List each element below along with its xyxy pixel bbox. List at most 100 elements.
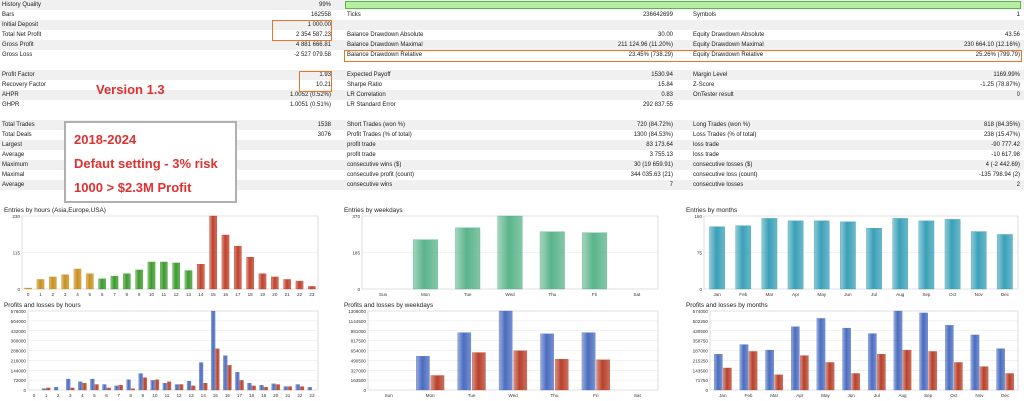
bar (295, 280, 304, 290)
y-tick-label: 981000 (351, 329, 367, 334)
right-metric-value: 43.56 (1004, 32, 1020, 38)
x-tick-label: 11 (161, 292, 166, 297)
bar (412, 239, 438, 290)
left-metric-label: History Quality (2, 2, 42, 8)
x-tick-label: 14 (201, 393, 207, 398)
x-tick-label: 19 (261, 393, 267, 398)
x-tick-label: 7 (117, 393, 120, 398)
bar (892, 218, 909, 290)
report-row: Total Deals 3076 Profit Trades (% of total… (0, 130, 1024, 140)
mid-metric-value: 1300 (84.53%) (633, 132, 673, 138)
bar (997, 234, 1013, 290)
bar (110, 276, 119, 290)
x-tick-label: 22 (297, 292, 303, 297)
profit-bar (868, 333, 877, 391)
loss-bar (513, 350, 528, 391)
y-tick-label: 817500 (351, 339, 367, 344)
left-metric-value: 99% (318, 2, 331, 8)
report-row (0, 110, 1024, 120)
profit-bar (581, 332, 596, 391)
report-row: Average profit trade 3 755.13 loss trade -10… (0, 150, 1024, 160)
y-tick-label: 0 (705, 388, 708, 393)
chart-title: Entries by hours (Asia,Europe,USA) (4, 207, 106, 214)
bar (86, 273, 94, 290)
x-tick-label: Nov (975, 393, 984, 398)
y-tick-label: 327000 (351, 368, 367, 373)
profit-bar (186, 380, 192, 391)
mid-metric-value: 0.83 (661, 92, 673, 98)
y-tick-label: 430500 (693, 329, 709, 334)
x-tick-label: 3 (69, 393, 72, 398)
right-metric-value: 25.26% (799.79) (975, 52, 1020, 58)
x-tick-label: Aug (896, 292, 905, 297)
loss-bar (472, 352, 486, 391)
left-metric-value: 1538 (317, 122, 331, 128)
x-tick-label: Dec (1001, 393, 1010, 398)
bar (944, 219, 961, 290)
profit-bar (765, 349, 774, 391)
x-tick-label: 1 (39, 292, 42, 297)
profit-bar (714, 354, 723, 391)
profit-bar (498, 310, 513, 391)
mid-metric-value: 30.00 (657, 32, 673, 38)
bar (24, 287, 32, 290)
profit-bar (259, 385, 264, 391)
y-tick-label: 432000 (11, 329, 27, 334)
profit-bar (66, 378, 71, 391)
bar (234, 245, 242, 290)
loss-bar (94, 384, 99, 391)
x-tick-label: 23 (309, 292, 315, 297)
chart-entries-hours: 230 115 0 0 1 2 3 4 5 6 7 8 9 10 11 12 13 14 15 16 17 18 19 20 2… (2, 207, 322, 299)
mid-metric-label: Profit Trades (% of total) (347, 132, 412, 138)
loss-bar (191, 385, 196, 391)
x-tick-label: 17 (235, 292, 241, 297)
x-tick-label: Thu (550, 393, 558, 398)
profit-bar (114, 385, 119, 391)
chart-svg: 5760005040004320003600002880002160001440… (11, 309, 319, 398)
left-metric-value: -2 527 079.58 (293, 52, 331, 58)
x-tick-label: Dec (1001, 292, 1010, 297)
right-metric-value: -10 617.98 (991, 152, 1020, 158)
x-tick-label: Nov (975, 292, 984, 297)
right-metric-value: 238 (15.47%) (983, 132, 1020, 138)
mid-metric-label: consecutive profit (count) (347, 172, 415, 178)
right-metric-label: Equity Drawdown Absolute (693, 32, 765, 38)
report-row: Gross Loss -2 527 079.58 Balance Drawdown … (0, 50, 1024, 60)
y-tick-label: 287000 (693, 349, 709, 354)
x-tick-label: 4 (76, 292, 79, 297)
bar (787, 220, 804, 290)
promo-line-profit: 1000 > $2.3M Profit (74, 180, 192, 195)
right-metric-value: 2 (1016, 182, 1020, 188)
x-tick-label: 16 (223, 292, 229, 297)
loss-bar (825, 362, 835, 391)
y-tick-label: 1308000 (348, 309, 366, 314)
x-tick-label: May (817, 292, 826, 297)
report-row: Initial Deposit 1 000.00 (0, 20, 1024, 30)
mid-metric-label: Sharpe Ratio (347, 82, 383, 88)
report-row: Average consecutive wins 7 consecutive loss… (0, 180, 1024, 190)
mid-metric-value: 720 (84.72%) (636, 122, 673, 128)
bar (761, 218, 778, 290)
left-metric-label: Profit Factor (2, 72, 35, 78)
x-tick-label: Sat (634, 393, 642, 398)
report-row: Gross Profit 4 881 666.81 Balance Drawdown… (0, 40, 1024, 50)
x-tick-label: Apr (796, 393, 804, 398)
right-metric-label: Equity Drawdown Maximal (693, 42, 764, 48)
mid-metric-value: 15.84 (657, 82, 673, 88)
left-metric-value: 1.0052 (0.52%) (289, 92, 331, 98)
loss-bar (954, 362, 963, 391)
x-tick-label: Fri (593, 393, 598, 398)
y-tick-label: 0 (357, 287, 360, 292)
bar (918, 220, 935, 290)
x-tick-label: 20 (273, 393, 279, 398)
mid-metric-value: 3 755.13 (649, 152, 673, 158)
loss-bar (430, 375, 445, 391)
loss-bar (902, 349, 912, 391)
x-tick-label: Sat (633, 292, 641, 297)
report-row: Recovery Factor 10.21 Sharpe Ratio 15.84 Z-S… (0, 80, 1024, 90)
bar (73, 268, 82, 290)
y-tick-label: 0 (23, 388, 26, 393)
left-metric-label: AHPR (2, 92, 19, 98)
x-tick-label: 0 (27, 292, 30, 297)
bar (709, 226, 725, 290)
